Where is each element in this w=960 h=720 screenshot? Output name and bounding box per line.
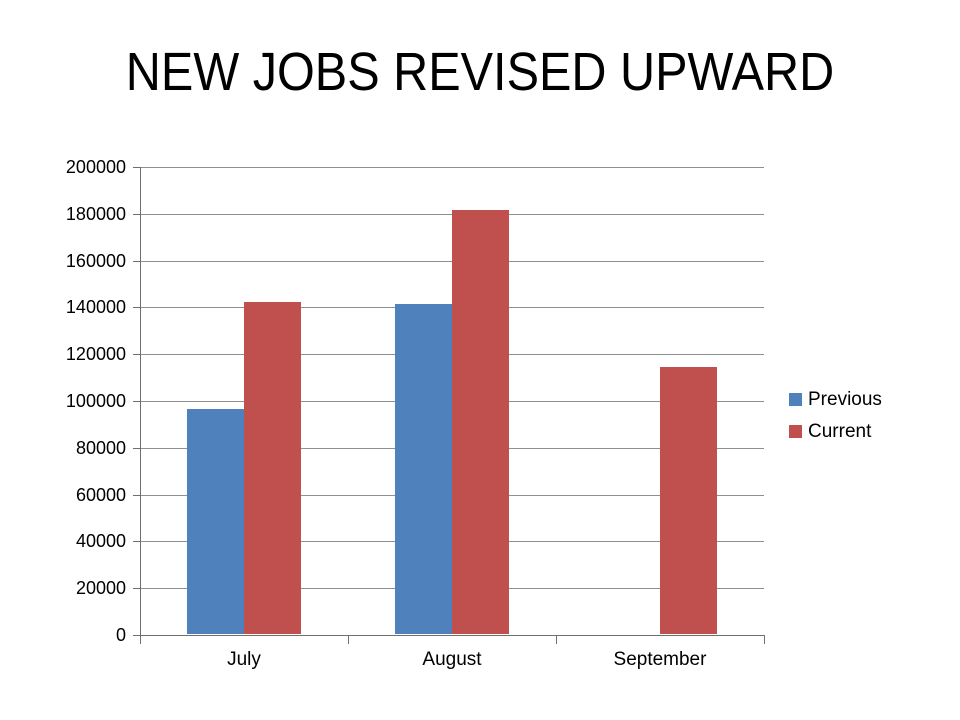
y-axis-tick [133,541,140,542]
y-axis-tick-label: 40000 [75,531,126,551]
x-axis-category-label: September [613,649,707,670]
legend-swatch-previous [789,393,802,406]
y-axis-tick [133,635,140,636]
x-axis-category-label: August [422,649,482,670]
y-axis-tick-label: 120000 [65,344,126,364]
legend-label-current: Current [808,420,872,442]
bar-previous-august [395,304,452,634]
y-axis-tick [133,354,140,355]
y-axis-tick [133,401,140,402]
y-axis-tick-label: 160000 [65,251,126,271]
x-axis-tick [348,635,349,644]
y-axis-tick [133,495,140,496]
y-axis-tick [133,214,140,215]
bar-current-september [660,367,717,634]
gridline [140,167,764,168]
y-axis-line [140,167,141,644]
y-axis-tick-label: 20000 [75,578,126,598]
legend-item-previous: Previous [789,389,882,410]
y-axis-tick-label: 100000 [65,391,126,411]
bar-current-august [452,210,509,634]
bar-previous-july [187,409,244,634]
y-axis-tick-label: 200000 [65,157,126,177]
y-axis-tick-label: 140000 [65,297,126,317]
y-axis-tick-label: 80000 [75,438,126,458]
plot-area [140,167,764,635]
y-axis-tick-label: 60000 [75,485,126,505]
y-axis-tick [133,167,140,168]
bar-current-july [244,302,301,634]
x-axis-line [140,635,764,636]
y-axis-tick-label: 0 [115,625,126,645]
y-axis-tick [133,307,140,308]
x-axis-tick [556,635,557,644]
y-axis-tick [133,448,140,449]
chart-legend: Previous Current [789,389,882,453]
y-axis-tick [133,588,140,589]
y-axis-tick-label: 180000 [65,204,126,224]
x-axis-category-label: July [227,649,261,670]
y-axis-tick [133,261,140,262]
legend-swatch-current [789,425,802,438]
x-axis-tick [764,635,765,644]
chart-title: NEW JOBS REVISED UPWARD [125,42,835,102]
legend-item-current: Current [789,421,882,442]
legend-label-previous: Previous [808,388,882,410]
